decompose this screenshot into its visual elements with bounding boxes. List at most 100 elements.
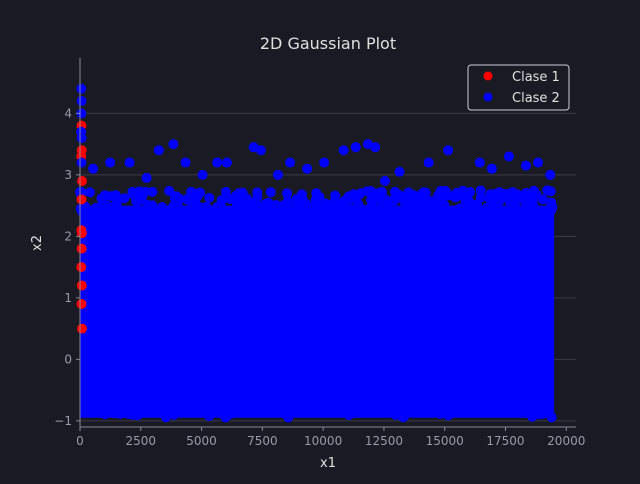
scatter-point-clase-2 <box>503 151 514 162</box>
scatter-point-clase-2 <box>459 404 470 415</box>
scatter-point-clase-2 <box>234 188 245 199</box>
scatter-point-clase-2 <box>445 402 456 413</box>
scatter-point-clase-2 <box>173 194 184 205</box>
scatter-point-clase-2 <box>311 201 322 212</box>
legend-marker-1 <box>483 71 493 81</box>
chart-title: 2D Gaussian Plot <box>260 34 396 53</box>
scatter-point-clase-2 <box>542 185 553 196</box>
scatter-point-clase-2 <box>409 400 420 411</box>
scatter-point-clase-2 <box>394 166 405 177</box>
scatter-point-clase-2 <box>76 132 87 143</box>
y-tick-label: 4 <box>64 106 72 120</box>
scatter-point-clase-2 <box>484 203 495 214</box>
data-points <box>76 83 556 334</box>
scatter-point-clase-2 <box>263 204 274 215</box>
scatter-point-clase-2 <box>76 96 87 107</box>
scatter-point-clase-2 <box>420 195 431 206</box>
y-tick-label: −1 <box>54 414 72 428</box>
scatter-point-clase-1 <box>76 262 87 273</box>
scatter-point-clase-2 <box>443 410 454 421</box>
scatter-point-clase-2 <box>282 188 293 199</box>
scatter-point-clase-2 <box>379 176 390 186</box>
scatter-point-clase-2 <box>345 203 356 214</box>
x-axis-ticks: 0 2500 5000 7500 10000 12500 15000 17500 20000 <box>76 427 585 448</box>
scatter-point-clase-2 <box>97 194 108 205</box>
scatter-point-clase-2 <box>546 412 557 423</box>
scatter-point-clase-2 <box>134 205 145 216</box>
scatter-point-clase-2 <box>390 410 401 421</box>
scatter-point-clase-2 <box>119 193 130 204</box>
scatter-point-clase-2 <box>252 187 263 198</box>
legend-box <box>467 64 570 111</box>
x-tick-label: 0 <box>76 434 84 448</box>
scatter-point-clase-2 <box>173 204 184 215</box>
scatter-point-clase-2 <box>504 205 515 216</box>
scatter-point-clase-2 <box>215 201 226 212</box>
scatter-point-clase-2 <box>333 198 344 209</box>
scatter-point-clase-2 <box>266 405 277 416</box>
scatter-point-clase-2 <box>371 403 382 414</box>
scatter-point-clase-1 <box>76 194 87 205</box>
legend-marker-2 <box>483 92 493 102</box>
scatter-point-clase-2 <box>193 201 204 212</box>
scatter-point-clase-2 <box>419 187 430 198</box>
scatter-point-clase-2 <box>355 188 366 199</box>
scatter-point-clase-2 <box>76 108 87 119</box>
scatter-point-clase-2 <box>106 205 117 216</box>
scatter-point-clase-2 <box>443 145 454 156</box>
y-tick-label: 2 <box>64 229 72 243</box>
scatter-point-clase-2 <box>402 200 413 211</box>
scatter-point-clase-2 <box>181 194 192 205</box>
scatter-point-clase-2 <box>242 199 253 210</box>
scatter-point-clase-2 <box>537 194 548 205</box>
scatter-point-clase-2 <box>292 198 303 209</box>
scatter-point-clase-2 <box>345 405 356 416</box>
scatter-point-clase-2 <box>366 194 377 205</box>
scatter-point-clase-2 <box>370 142 381 153</box>
scatter-point-clase-2 <box>475 185 486 196</box>
x-tick-label: 2500 <box>126 434 157 448</box>
scatter-point-clase-2 <box>311 191 322 202</box>
scatter-point-clase-2 <box>545 202 556 213</box>
scatter-point-clase-2 <box>147 186 158 197</box>
scatter-point-clase-2 <box>105 157 116 168</box>
x-tick-label: 15000 <box>426 434 464 448</box>
scatter-point-clase-2 <box>431 203 442 214</box>
scatter-point-clase-2 <box>545 169 556 180</box>
scatter-point-clase-2 <box>224 193 235 204</box>
scatter-point-clase-2 <box>313 406 324 417</box>
scatter-point-clase-2 <box>528 200 539 211</box>
scatter-point-clase-2 <box>350 142 361 153</box>
scatter-point-clase-2 <box>271 204 282 215</box>
scatter-point-clase-2 <box>533 157 544 168</box>
scatter-point-clase-2 <box>124 157 135 168</box>
scatter-point-clase-2 <box>190 194 201 205</box>
y-tick-label: 0 <box>64 352 72 366</box>
scatter-point-clase-2 <box>461 196 472 207</box>
scatter-point-clase-2 <box>527 411 538 422</box>
scatter-point-clase-2 <box>153 145 164 156</box>
scatter-point-clase-2 <box>540 404 551 415</box>
scatter-point-clase-2 <box>279 405 290 416</box>
scatter-point-clase-2 <box>300 198 311 209</box>
scatter-point-clase-2 <box>188 406 199 417</box>
scatter-point-clase-2 <box>408 190 419 201</box>
scatter-point-clase-2 <box>452 188 463 199</box>
scatter-point-clase-2 <box>463 189 474 200</box>
legend: Clase 1 Clase 2 <box>467 64 570 111</box>
x-tick-label: 7500 <box>247 434 278 448</box>
scatter-point-clase-2 <box>201 201 212 212</box>
scatter-point-clase-2 <box>435 408 446 419</box>
scatter-point-clase-1 <box>76 176 87 186</box>
axes <box>79 58 576 428</box>
scatter-point-clase-2 <box>285 157 296 168</box>
scatter-point-clase-2 <box>160 412 171 423</box>
scatter-point-clase-1 <box>76 323 87 334</box>
scatter-point-clase-2 <box>148 205 159 216</box>
scatter-point-clase-2 <box>510 195 521 206</box>
scatter-point-clase-2 <box>294 402 305 413</box>
scatter-point-clase-2 <box>475 192 486 203</box>
scatter-point-clase-2 <box>106 191 117 202</box>
scatter-point-clase-2 <box>296 189 307 200</box>
scatter-point-clase-1 <box>76 280 87 291</box>
